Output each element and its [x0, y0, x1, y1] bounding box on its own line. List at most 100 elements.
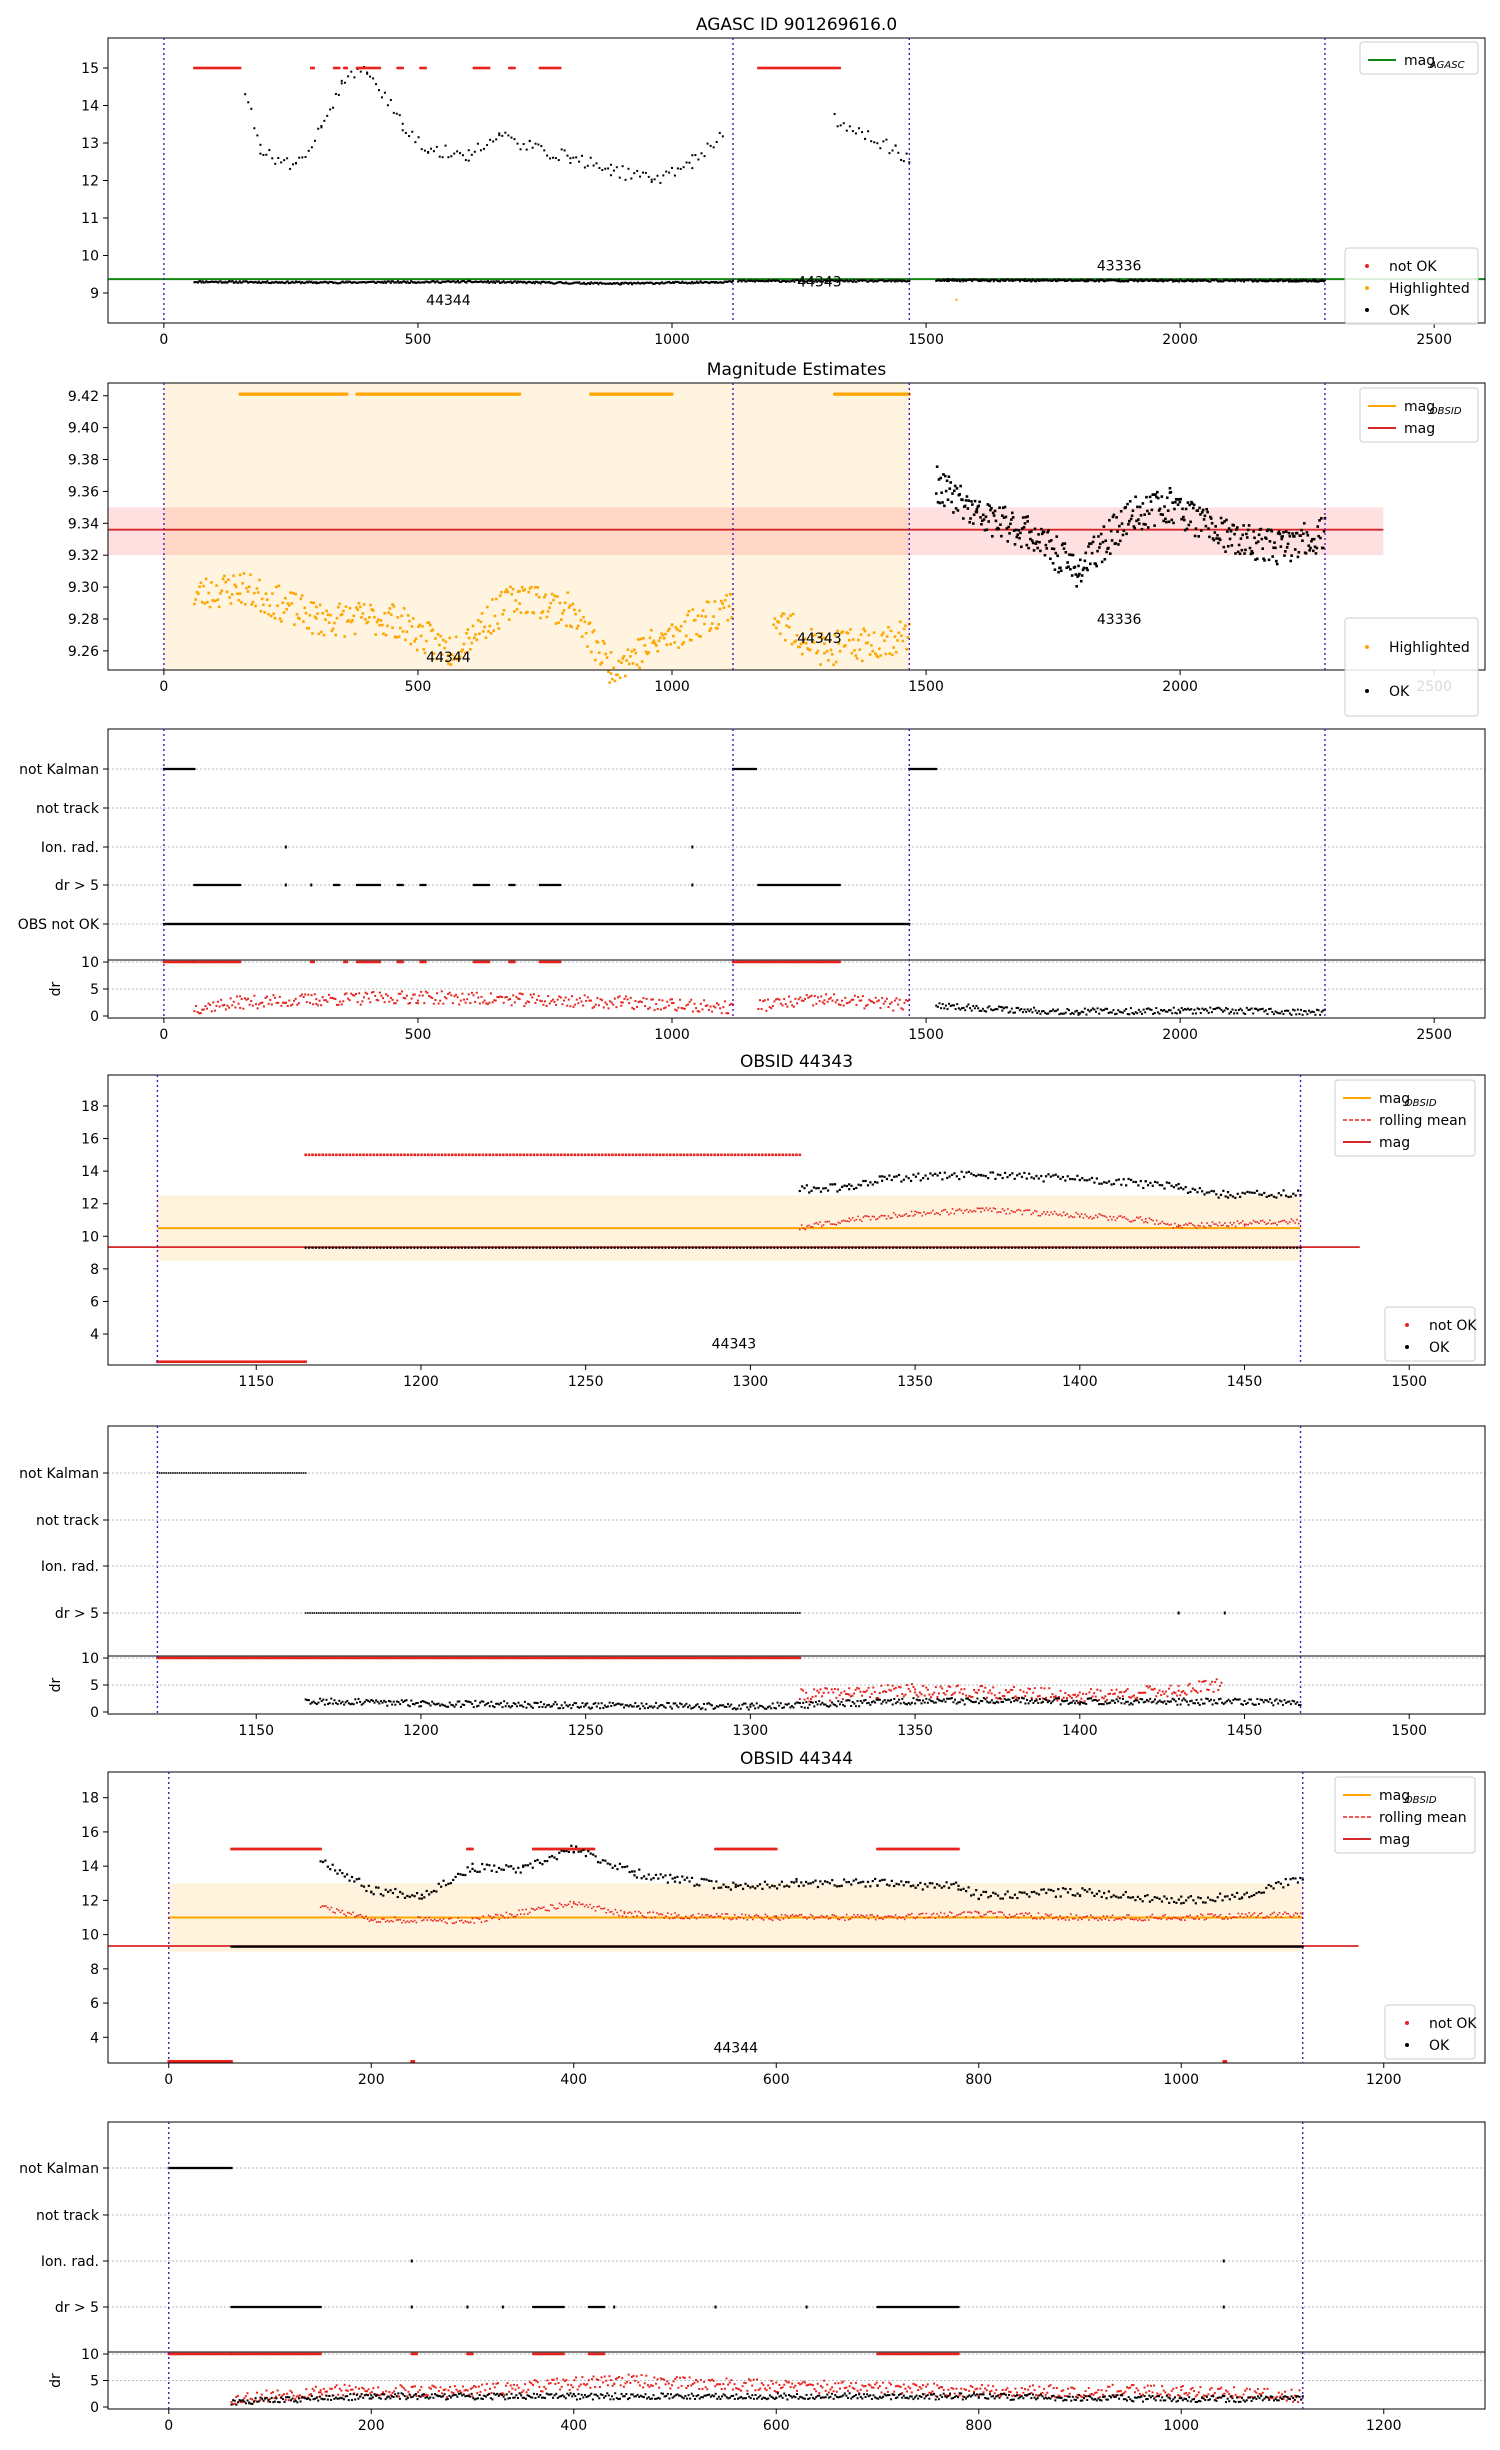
dr-point — [521, 993, 524, 996]
data-point — [502, 1612, 505, 1614]
data-point — [366, 72, 369, 75]
data-point — [868, 279, 871, 282]
dr-point — [483, 999, 486, 1002]
y-tick-label: 10 — [81, 249, 99, 265]
dr-point — [1090, 1009, 1093, 1012]
data-point — [634, 651, 637, 655]
data-point — [458, 281, 461, 284]
data-point — [518, 392, 522, 396]
data-point — [471, 624, 475, 628]
data-point — [1018, 536, 1021, 540]
data-point — [779, 960, 782, 964]
data-point — [774, 626, 778, 630]
data-point — [683, 620, 687, 623]
data-point — [377, 89, 380, 92]
data-point — [821, 883, 824, 887]
data-point — [1128, 519, 1131, 523]
data-point — [1086, 568, 1089, 572]
y-tick-label: 9.42 — [68, 389, 99, 405]
data-point — [324, 281, 327, 284]
data-point — [753, 280, 756, 283]
data-point — [214, 883, 217, 887]
data-point — [958, 493, 962, 496]
data-point — [713, 600, 717, 603]
data-point — [946, 498, 950, 502]
dr-point — [198, 1012, 201, 1015]
data-point — [1234, 552, 1237, 555]
data-point — [934, 492, 938, 495]
y-tick-label: 14 — [81, 99, 99, 115]
dr-point — [1075, 1009, 1078, 1012]
data-point — [338, 602, 341, 606]
data-point — [363, 281, 366, 284]
dr-point — [240, 998, 243, 1001]
dr-point — [477, 996, 480, 999]
legend-box — [1344, 617, 1479, 717]
dr-point — [488, 1001, 491, 1004]
data-point — [768, 279, 771, 282]
data-point — [366, 1612, 368, 1614]
data-point — [899, 279, 902, 282]
data-point — [583, 1612, 586, 1614]
data-point — [285, 607, 288, 611]
data-point — [401, 883, 404, 887]
dr-point — [474, 1000, 477, 1003]
data-point — [875, 654, 878, 658]
data-point — [881, 631, 885, 635]
dr-point — [981, 1007, 984, 1010]
data-point — [989, 508, 992, 512]
dr-point — [393, 1002, 396, 1005]
data-point — [693, 281, 696, 284]
data-point — [1250, 549, 1254, 553]
data-point — [590, 650, 593, 654]
data-point — [226, 66, 230, 70]
data-point — [1147, 512, 1151, 516]
dr-axes-frame — [107, 959, 1486, 1019]
data-point — [1010, 511, 1014, 515]
dr-point — [1225, 1006, 1228, 1009]
dr-point — [480, 995, 483, 998]
data-point — [438, 643, 441, 647]
data-point — [861, 659, 864, 663]
data-point — [162, 960, 166, 964]
data-point — [826, 279, 829, 282]
data-point — [508, 960, 511, 964]
dr-point — [605, 1003, 608, 1006]
data-point — [561, 611, 564, 615]
data-point — [355, 66, 359, 70]
data-point — [510, 593, 514, 596]
data-point — [745, 280, 748, 283]
data-point — [222, 960, 225, 964]
data-point — [1109, 529, 1113, 533]
data-point — [806, 883, 809, 887]
dr-point — [720, 1012, 723, 1015]
data-point — [847, 280, 850, 283]
data-point — [887, 625, 890, 629]
data-point — [322, 1612, 325, 1614]
data-point — [756, 279, 759, 282]
dr-point — [836, 999, 839, 1002]
data-point — [220, 66, 224, 70]
data-point — [485, 883, 488, 887]
data-point — [1036, 278, 1039, 281]
data-point — [797, 645, 800, 649]
data-point — [661, 281, 664, 284]
data-point — [565, 624, 568, 628]
data-point — [215, 883, 218, 887]
data-point — [434, 281, 437, 284]
data-point — [1283, 554, 1286, 557]
data-point — [244, 93, 247, 96]
data-point — [472, 960, 476, 964]
legend-label: Highlighted — [1389, 640, 1470, 656]
data-point — [415, 648, 419, 652]
dr-point — [1144, 1011, 1147, 1014]
data-point — [353, 632, 357, 636]
data-point — [278, 281, 281, 284]
data-point — [1136, 505, 1139, 509]
data-point — [444, 144, 447, 147]
data-point — [763, 66, 766, 70]
data-point — [260, 597, 264, 601]
dr-point — [458, 1003, 461, 1006]
data-point — [414, 281, 417, 284]
data-point — [836, 280, 839, 283]
